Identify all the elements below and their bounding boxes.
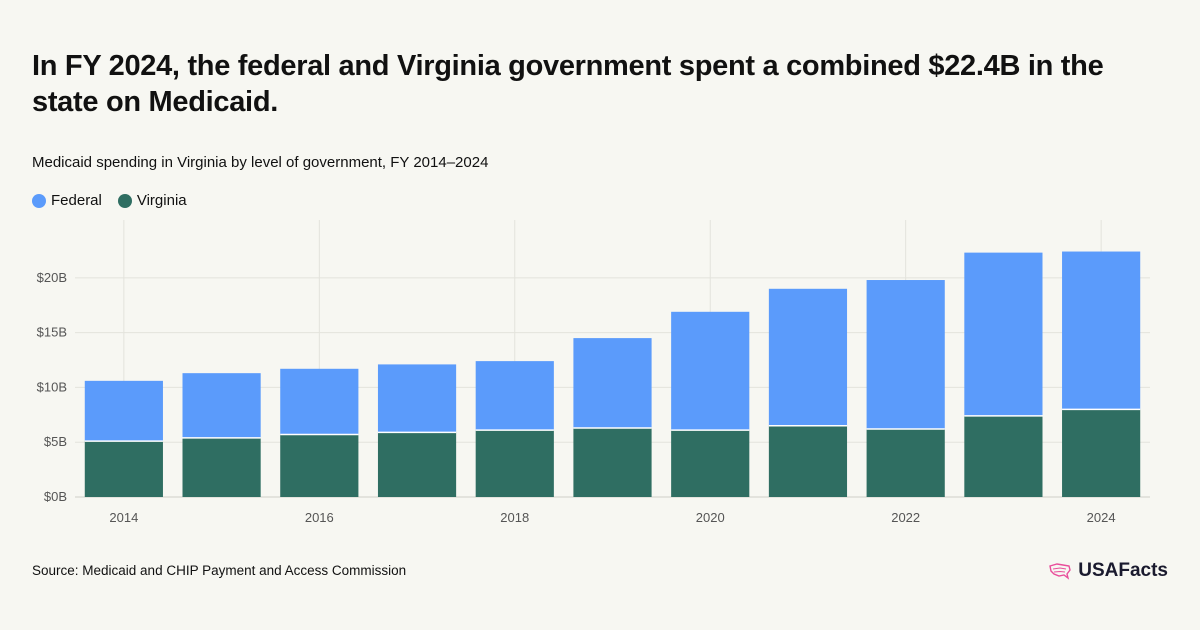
source-note: Source: Medicaid and CHIP Payment and Ac… [32, 563, 407, 578]
bar-virginia-2015 [182, 437, 261, 497]
bar-virginia-2019 [573, 427, 652, 497]
us-map-icon [1049, 563, 1072, 580]
bar-virginia-2017 [377, 432, 457, 497]
bar-virginia-2023 [964, 415, 1043, 497]
x-tick-label: 2024 [1087, 510, 1116, 525]
legend-swatch-virginia [117, 193, 132, 208]
legend: Federal Virginia [32, 192, 187, 209]
bar-federal-2022 [866, 280, 945, 430]
legend-label-virginia: Virginia [136, 192, 187, 209]
bar-federal-2016 [280, 368, 359, 435]
chart-subtitle: Medicaid spending in Virginia by level o… [32, 154, 489, 171]
legend-item-federal: Federal [32, 192, 102, 209]
x-tick-label: 2020 [696, 510, 725, 525]
bar-federal-2018 [475, 361, 554, 431]
bar-federal-2020 [671, 311, 750, 431]
bar-virginia-2016 [280, 434, 359, 497]
y-tick-label: $20B [37, 270, 67, 285]
bar-federal-2019 [573, 338, 652, 428]
bar-federal-2023 [964, 252, 1043, 416]
bar-virginia-2020 [671, 430, 750, 497]
x-tick-label: 2014 [109, 510, 138, 525]
y-tick-label: $10B [37, 379, 67, 394]
y-tick-label: $5B [44, 434, 67, 449]
bar-federal-2017 [377, 364, 457, 433]
stacked-bar-chart: $0B $5B $10B $15B $20B 2014 2016 2018 2020 2022 20… [37, 220, 1150, 525]
y-tick-label: $0B [44, 489, 67, 504]
bar-virginia-2021 [768, 425, 848, 497]
bar-virginia-2018 [475, 430, 554, 497]
y-tick-label: $15B [37, 325, 67, 340]
bar-federal-2015 [182, 373, 261, 438]
brand-logo: USAFacts [1048, 560, 1168, 582]
bar-federal-2021 [768, 288, 848, 426]
chart-title: In FY 2024, the federal and Virginia gov… [32, 50, 1104, 118]
x-tick-label: 2018 [500, 510, 529, 525]
bar-virginia-2014 [84, 441, 163, 497]
legend-item-virginia: Virginia [117, 192, 187, 209]
bar-federal-2014 [84, 380, 163, 442]
brand-name: USAFacts [1078, 560, 1168, 581]
x-tick-label: 2022 [891, 510, 920, 525]
bar-virginia-2022 [866, 429, 945, 497]
x-tick-label: 2016 [305, 510, 334, 525]
legend-label-federal: Federal [51, 192, 102, 209]
bar-federal-2024 [1062, 251, 1141, 410]
bar-virginia-2024 [1062, 409, 1141, 497]
legend-swatch-federal [32, 193, 46, 208]
